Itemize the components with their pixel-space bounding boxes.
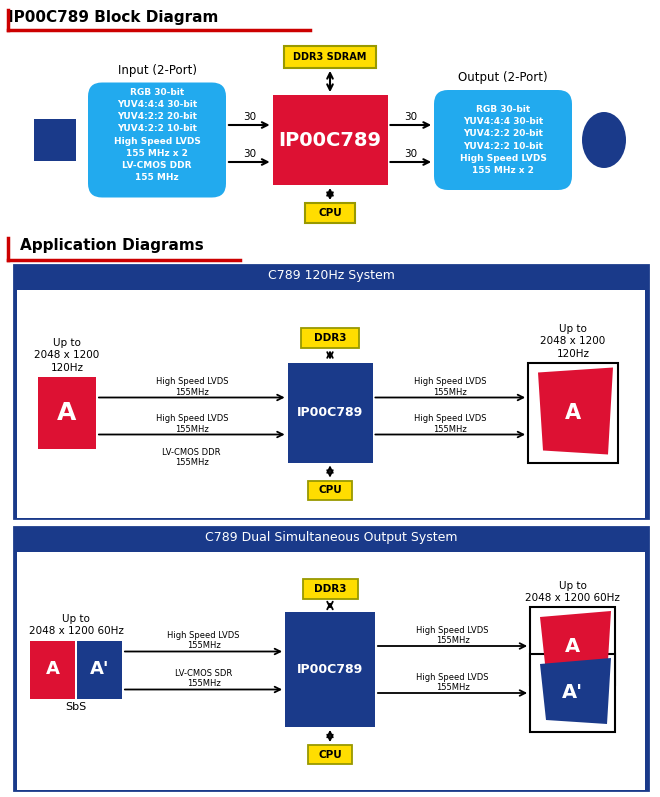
Text: A': A' xyxy=(90,661,110,678)
Bar xyxy=(34,119,76,161)
Text: 30: 30 xyxy=(404,112,417,122)
Text: LV-CMOS DDR
155MHz: LV-CMOS DDR 155MHz xyxy=(162,447,221,467)
Text: RGB 30-bit
YUV4:4:4 30-bit
YUV4:2:2 20-bit
YUV4:2:2 10-bit
High Speed LVDS
155 M: RGB 30-bit YUV4:4:4 30-bit YUV4:2:2 20-b… xyxy=(459,105,546,175)
Text: IP00C789 Block Diagram: IP00C789 Block Diagram xyxy=(8,10,218,25)
Text: CPU: CPU xyxy=(318,485,342,495)
Bar xyxy=(273,95,387,185)
Polygon shape xyxy=(540,611,611,677)
Text: DDR3: DDR3 xyxy=(314,584,346,594)
Bar xyxy=(308,745,352,764)
Text: High Speed LVDS
155MHz: High Speed LVDS 155MHz xyxy=(414,414,486,434)
Text: High Speed LVDS
155MHz: High Speed LVDS 155MHz xyxy=(416,626,489,645)
Bar xyxy=(530,607,615,685)
Text: LV-CMOS SDR
155MHz: LV-CMOS SDR 155MHz xyxy=(175,669,232,689)
Bar xyxy=(14,527,648,549)
Text: A: A xyxy=(565,402,581,422)
Text: High Speed LVDS
155MHz: High Speed LVDS 155MHz xyxy=(167,631,240,650)
Text: 30: 30 xyxy=(243,112,256,122)
FancyBboxPatch shape xyxy=(88,83,226,198)
Text: High Speed LVDS
155MHz: High Speed LVDS 155MHz xyxy=(416,673,489,692)
Bar xyxy=(14,265,648,287)
Text: CPU: CPU xyxy=(318,749,342,760)
FancyBboxPatch shape xyxy=(434,90,572,190)
Text: Up to
2048 x 1200
120Hz: Up to 2048 x 1200 120Hz xyxy=(34,338,100,372)
Bar xyxy=(528,363,618,462)
Text: Up to
2048 x 1200 60Hz: Up to 2048 x 1200 60Hz xyxy=(525,581,620,603)
Polygon shape xyxy=(538,367,613,454)
Text: Output (2-Port): Output (2-Port) xyxy=(458,71,548,84)
Text: DDR3 SDRAM: DDR3 SDRAM xyxy=(293,52,367,62)
Bar xyxy=(301,328,359,347)
Bar xyxy=(14,527,648,790)
Bar xyxy=(77,641,122,698)
Text: Up to
2048 x 1200
120Hz: Up to 2048 x 1200 120Hz xyxy=(541,324,606,359)
Bar xyxy=(302,579,358,599)
Bar xyxy=(14,265,648,518)
Bar xyxy=(305,203,355,223)
Text: Input (2-Port): Input (2-Port) xyxy=(117,64,197,77)
Text: IP00C789: IP00C789 xyxy=(279,131,381,150)
Bar xyxy=(530,654,615,732)
Bar xyxy=(30,641,75,698)
Text: C789 Dual Simultaneous Output System: C789 Dual Simultaneous Output System xyxy=(205,532,457,544)
Text: DDR3: DDR3 xyxy=(314,332,346,343)
Text: Application Diagrams: Application Diagrams xyxy=(20,238,204,253)
Text: SbS: SbS xyxy=(65,702,86,713)
Text: IP00C789: IP00C789 xyxy=(297,406,363,419)
Text: A: A xyxy=(565,637,580,655)
Text: A: A xyxy=(46,661,59,678)
Text: 30: 30 xyxy=(243,149,256,159)
Ellipse shape xyxy=(582,112,626,168)
Bar xyxy=(17,290,645,518)
Bar xyxy=(17,552,645,790)
Bar xyxy=(284,46,376,68)
Text: IP00C789: IP00C789 xyxy=(297,663,363,676)
Text: 30: 30 xyxy=(404,149,417,159)
Bar xyxy=(38,376,96,449)
Polygon shape xyxy=(540,658,611,724)
Text: CPU: CPU xyxy=(318,208,342,218)
Text: RGB 30-bit
YUV4:4:4 30-bit
YUV4:2:2 20-bit
YUV4:2:2 10-bit
High Speed LVDS
155 M: RGB 30-bit YUV4:4:4 30-bit YUV4:2:2 20-b… xyxy=(114,88,201,182)
Text: High Speed LVDS
155MHz: High Speed LVDS 155MHz xyxy=(156,377,228,396)
Text: High Speed LVDS
155MHz: High Speed LVDS 155MHz xyxy=(156,414,228,434)
Bar xyxy=(288,363,372,462)
Text: A': A' xyxy=(562,684,583,702)
Text: High Speed LVDS
155MHz: High Speed LVDS 155MHz xyxy=(414,377,486,396)
Bar xyxy=(285,612,375,727)
Text: Up to
2048 x 1200 60Hz: Up to 2048 x 1200 60Hz xyxy=(28,614,123,637)
Text: A: A xyxy=(57,401,77,425)
Bar xyxy=(308,481,352,500)
Text: C789 120Hz System: C789 120Hz System xyxy=(267,269,395,282)
